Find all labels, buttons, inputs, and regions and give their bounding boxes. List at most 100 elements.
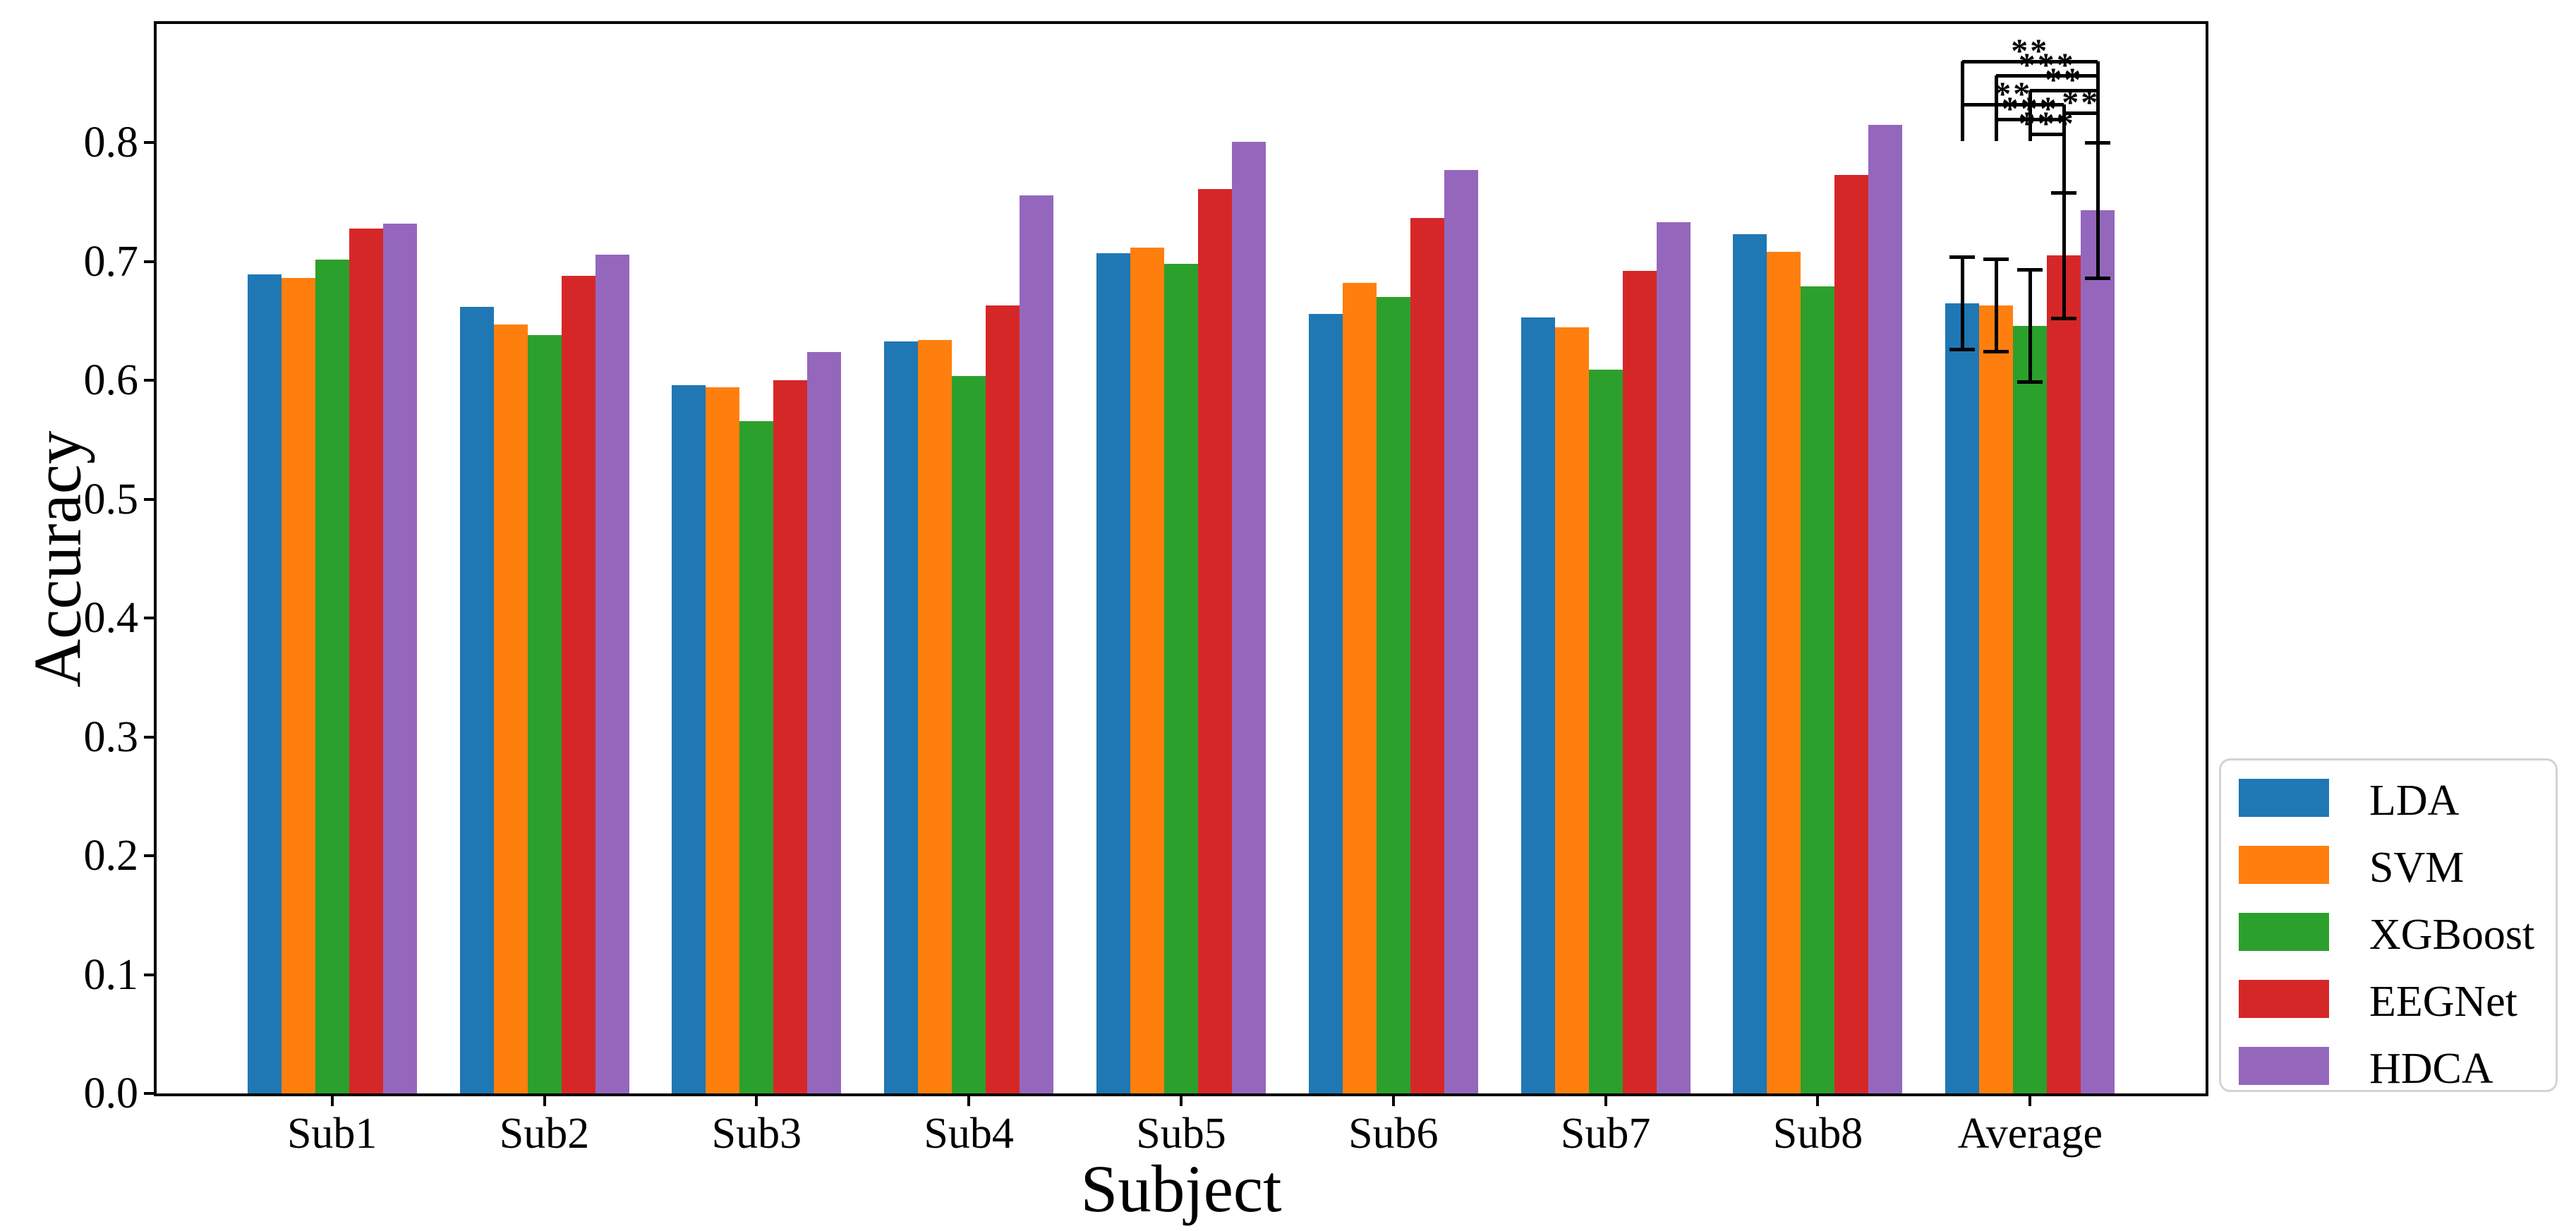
y-tick-mark bbox=[144, 973, 154, 976]
legend-item-XGBoost: XGBoost bbox=[2239, 907, 2542, 957]
legend-item-SVM: SVM bbox=[2239, 840, 2542, 890]
y-tick-label: 0.8 bbox=[83, 119, 139, 167]
x-tick-label: Average bbox=[1957, 1110, 2103, 1158]
bar-Sub6-EEGNet bbox=[1410, 217, 1444, 1093]
sig-bracket-XGBoost-EEGNet bbox=[2030, 132, 2064, 136]
bar-Sub3-XGBoost bbox=[739, 420, 774, 1093]
x-tick-mark bbox=[967, 1096, 971, 1106]
bar-Sub5-HDCA bbox=[1232, 141, 1266, 1093]
x-tick-mark bbox=[1180, 1096, 1183, 1106]
bar-Sub5-SVM bbox=[1130, 247, 1164, 1093]
sig-stem-SVM bbox=[1994, 75, 1998, 141]
sig-label-SVM-HDCA: *** bbox=[2018, 47, 2076, 84]
x-tick-mark bbox=[1391, 1096, 1395, 1106]
error-cap-top-HDCA bbox=[2085, 140, 2111, 145]
bar-Average-LDA bbox=[1945, 303, 1980, 1093]
bar-Sub1-HDCA bbox=[382, 223, 417, 1093]
bar-Sub4-XGBoost bbox=[952, 375, 986, 1093]
sig-stem-LDA bbox=[1960, 61, 1964, 141]
y-tick-label: 0.0 bbox=[83, 1069, 139, 1117]
sig-label-LDA-EEGNet: ** bbox=[1994, 75, 2033, 113]
sig-bracket-SVM-EEGNet bbox=[1996, 117, 2064, 121]
bar-Sub8-XGBoost bbox=[1801, 286, 1835, 1093]
bar-Sub4-LDA bbox=[884, 341, 919, 1093]
y-tick-label: 0.5 bbox=[83, 475, 139, 523]
error-bar-SVM bbox=[1994, 259, 1998, 352]
bar-Sub1-XGBoost bbox=[315, 259, 349, 1093]
error-bar-LDA bbox=[1960, 257, 1964, 350]
sig-stem-HDCA bbox=[2096, 61, 2100, 141]
bar-Sub7-HDCA bbox=[1656, 222, 1691, 1093]
error-cap-bottom-SVM bbox=[1983, 350, 2009, 354]
legend-swatch-SVM bbox=[2239, 846, 2329, 884]
bar-Sub8-HDCA bbox=[1868, 125, 1903, 1093]
legend-swatch-HDCA bbox=[2239, 1047, 2329, 1085]
legend-item-LDA: LDA bbox=[2239, 773, 2542, 823]
bar-Sub6-XGBoost bbox=[1376, 297, 1410, 1093]
legend-swatch-LDA bbox=[2239, 779, 2329, 817]
sig-label-LDA-HDCA: ** bbox=[2011, 32, 2050, 70]
bar-Sub3-HDCA bbox=[807, 351, 842, 1093]
x-tick-label: Sub7 bbox=[1560, 1110, 1651, 1158]
sig-label-EEGNet-HDCA: ** bbox=[2062, 84, 2100, 121]
y-tick-mark bbox=[144, 854, 154, 858]
bar-Sub7-LDA bbox=[1520, 317, 1555, 1093]
y-tick-label: 0.7 bbox=[83, 237, 139, 286]
legend-label-SVM: SVM bbox=[2369, 844, 2465, 892]
x-tick-mark bbox=[543, 1096, 546, 1106]
bar-Sub5-XGBoost bbox=[1164, 264, 1198, 1093]
sig-bracket-SVM-HDCA bbox=[1996, 73, 2098, 78]
sig-label-SVM-EEGNet: *** bbox=[2001, 90, 2059, 128]
legend-label-EEGNet: EEGNet bbox=[2369, 978, 2518, 1026]
bar-Sub7-SVM bbox=[1554, 327, 1589, 1093]
x-tick-label: Sub8 bbox=[1772, 1110, 1863, 1158]
y-tick-label: 0.3 bbox=[83, 712, 139, 761]
bar-Sub5-LDA bbox=[1096, 253, 1130, 1093]
error-cap-bottom-EEGNet bbox=[2051, 317, 2077, 321]
y-tick-label: 0.4 bbox=[83, 594, 139, 643]
legend-swatch-EEGNet bbox=[2239, 980, 2329, 1018]
bar-Sub6-HDCA bbox=[1444, 170, 1478, 1093]
bar-Sub4-SVM bbox=[918, 340, 953, 1093]
bar-Sub2-SVM bbox=[493, 325, 528, 1093]
bar-Sub8-SVM bbox=[1767, 252, 1801, 1093]
y-tick-label: 0.1 bbox=[83, 950, 139, 999]
sig-label-XGBoost-HDCA: ** bbox=[2045, 61, 2084, 99]
bar-Sub4-EEGNet bbox=[986, 305, 1020, 1093]
y-tick-label: 0.6 bbox=[83, 356, 139, 405]
bar-Average-HDCA bbox=[2081, 210, 2115, 1093]
plot-area bbox=[154, 21, 2208, 1096]
error-bar-XGBoost bbox=[2028, 269, 2032, 382]
bar-Sub2-HDCA bbox=[595, 254, 629, 1093]
legend: LDA SVM XGBoost EEGNet HDCA bbox=[2219, 758, 2558, 1092]
error-bar-HDCA bbox=[2096, 142, 2100, 279]
error-cap-bottom-XGBoost bbox=[2017, 380, 2043, 384]
error-cap-top-SVM bbox=[1983, 257, 2009, 262]
sig-bracket-EEGNet-HDCA bbox=[2064, 111, 2098, 115]
bar-Sub6-LDA bbox=[1308, 314, 1343, 1093]
bar-Sub1-LDA bbox=[247, 274, 282, 1093]
bar-Sub3-EEGNet bbox=[773, 380, 808, 1093]
error-cap-bottom-LDA bbox=[1949, 348, 1976, 352]
sig-bracket-LDA-EEGNet bbox=[1962, 102, 2064, 107]
x-tick-label: Sub3 bbox=[711, 1110, 802, 1158]
sig-bracket-XGBoost-HDCA bbox=[2030, 88, 2098, 92]
x-tick-label: Sub5 bbox=[1136, 1110, 1226, 1158]
bar-Sub3-LDA bbox=[672, 385, 706, 1093]
x-tick-label: Sub2 bbox=[499, 1110, 590, 1158]
legend-label-XGBoost: XGBoost bbox=[2369, 911, 2535, 959]
bar-Sub2-EEGNet bbox=[561, 276, 595, 1093]
x-tick-mark bbox=[330, 1096, 334, 1106]
sig-stem-EEGNet bbox=[2062, 104, 2066, 192]
bar-Sub7-XGBoost bbox=[1588, 370, 1623, 1093]
y-tick-mark bbox=[144, 260, 154, 263]
bar-Sub1-SVM bbox=[281, 278, 315, 1093]
y-tick-mark bbox=[144, 735, 154, 739]
x-tick-mark bbox=[755, 1096, 758, 1106]
bar-Sub5-EEGNet bbox=[1198, 189, 1232, 1093]
bar-Sub7-EEGNet bbox=[1622, 271, 1657, 1093]
bar-Average-EEGNet bbox=[2047, 255, 2081, 1093]
